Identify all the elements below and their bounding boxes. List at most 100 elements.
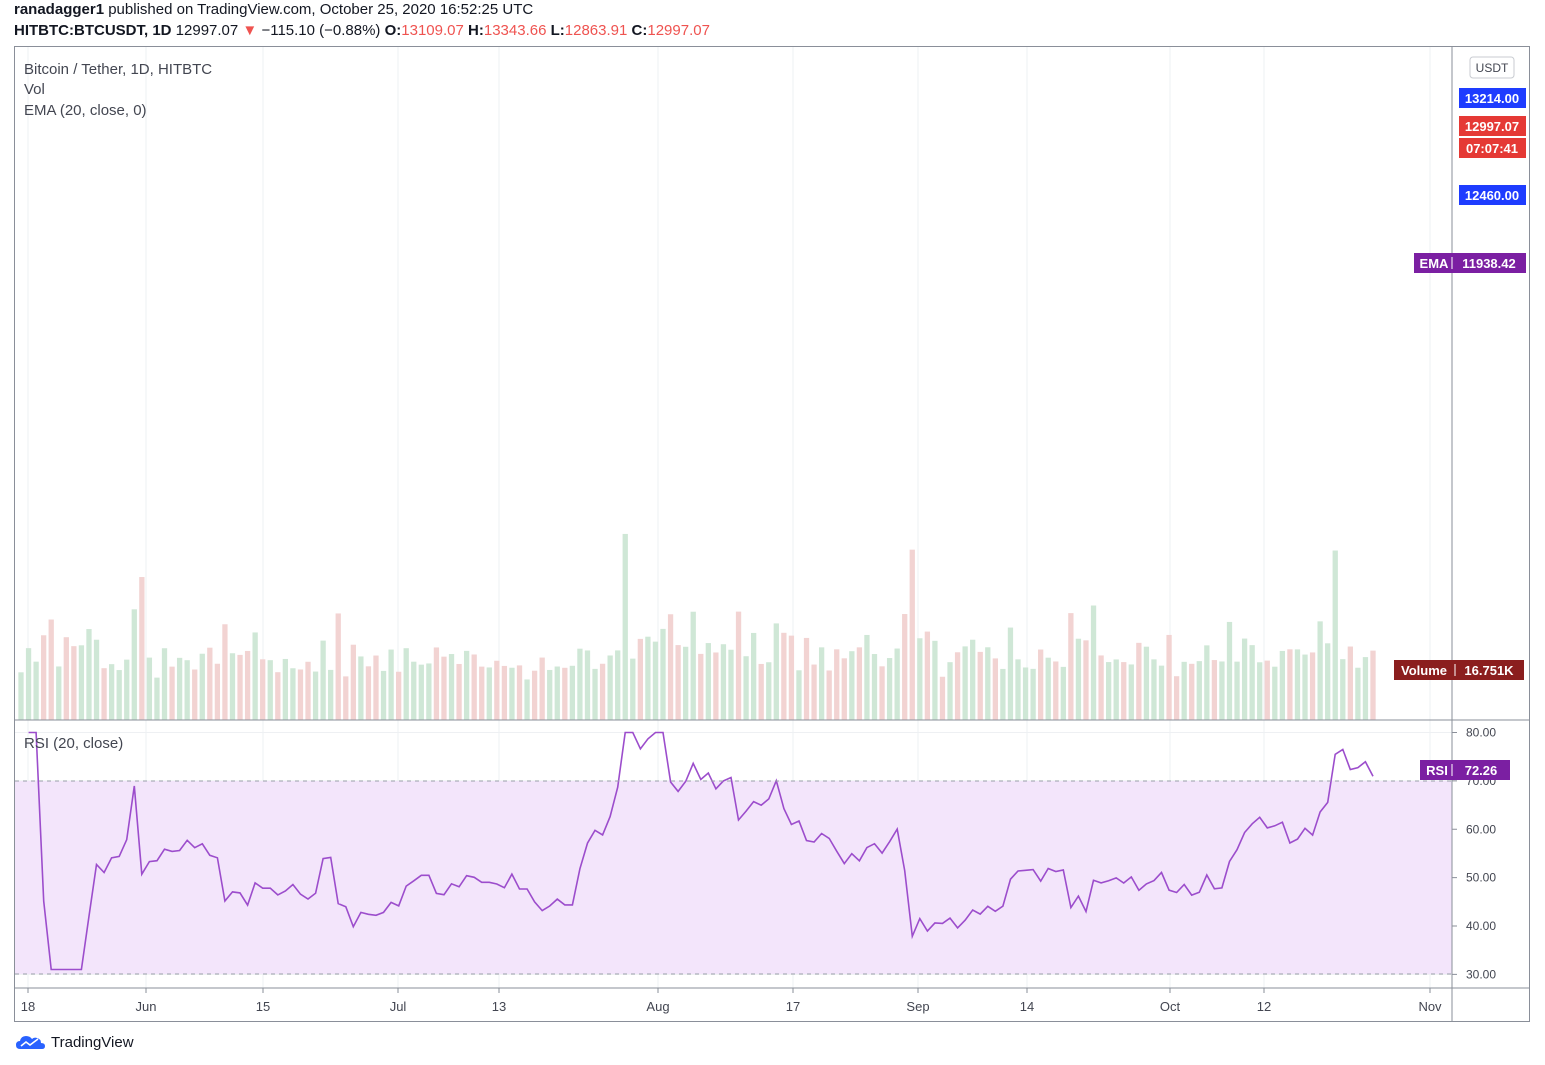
volume-bar: [796, 670, 802, 720]
volume-bar: [977, 651, 983, 720]
volume-bar: [320, 640, 326, 720]
volume-bar: [826, 670, 832, 720]
volume-bar: [471, 654, 477, 720]
volume-bar: [1302, 654, 1308, 720]
volume-bar: [93, 639, 100, 720]
volume-bar: [932, 640, 938, 720]
volume-badge-label: Volume: [1401, 663, 1447, 678]
time-axis-labels: 18 Jun 15 Jul 13 Aug 17 Sep 14 Oct 12 Nov: [21, 988, 1442, 1014]
volume-bar: [1158, 665, 1165, 720]
volume-bar: [652, 641, 659, 720]
volume-bar: [924, 631, 931, 720]
currency-button[interactable]: USDT: [1469, 56, 1515, 79]
volume-bar: [1143, 646, 1150, 720]
volume-bar: [116, 670, 122, 720]
volume-bar: [592, 668, 598, 720]
volume-bar: [328, 669, 334, 720]
rsi-line: [28, 731, 1374, 971]
volume-bar: [516, 665, 523, 720]
volume-bar: [1226, 621, 1233, 720]
volume-bar: [108, 664, 115, 720]
volume-bar: [683, 646, 689, 720]
volume-bar: [1294, 649, 1301, 720]
volume-bar: [849, 651, 855, 720]
volume-bar: [48, 619, 54, 720]
volume-bar: [1279, 650, 1286, 720]
volume-bar: [199, 653, 205, 720]
volume-bar: [1325, 643, 1331, 720]
time-axis-label: Sep: [906, 999, 929, 1014]
volume-bar: [954, 652, 961, 720]
volume-bar: [411, 661, 417, 720]
volume-bar: [18, 672, 24, 720]
volume-bar: [728, 649, 734, 720]
volume-bar: [229, 653, 236, 720]
rsi-axis-label: 50.00: [1466, 871, 1496, 885]
volume-bar: [1362, 657, 1369, 720]
volume-bar: [1309, 652, 1316, 720]
volume-bar: [252, 632, 258, 720]
volume-bar: [486, 667, 492, 720]
volume-bar: [1189, 663, 1195, 720]
volume-bar: [1000, 668, 1006, 720]
rsi-axis-label: 80.00: [1466, 726, 1496, 740]
volume-bar: [260, 659, 266, 720]
volume-bar: [720, 644, 727, 720]
volume-bar: [554, 666, 560, 720]
resistance-badge-text: 13214.00: [1465, 91, 1519, 106]
close-label: C:: [631, 22, 648, 39]
volume-bar: [267, 660, 273, 720]
volume-bar: [902, 614, 908, 720]
down-arrow-icon: ▼: [242, 22, 258, 39]
volume-bar: [456, 663, 462, 720]
volume-bar: [244, 650, 251, 720]
publish-info: ranadagger1 published on TradingView.com…: [14, 1, 533, 18]
volume-bar: [463, 650, 470, 720]
volume-bar: [131, 609, 137, 720]
volume-bar: [350, 644, 356, 720]
volume-bar: [426, 663, 432, 720]
volume-bar: [1347, 646, 1353, 720]
volume-bar: [781, 632, 787, 720]
volume-bar: [207, 647, 213, 720]
volume-bar: [992, 658, 998, 720]
rsi-overbought-band: [15, 781, 1452, 974]
time-axis-label: 13: [492, 999, 506, 1014]
volume-bar: [660, 628, 666, 720]
high-value: 13343.66: [483, 22, 547, 39]
volume-bar: [222, 624, 228, 720]
volume-bar: [1196, 661, 1202, 720]
volume-bar: [864, 634, 870, 720]
volume-bar: [33, 661, 39, 720]
volume-bar: [531, 670, 538, 720]
volume-bar: [146, 657, 153, 720]
volume-bar: [509, 667, 515, 720]
volume-bar: [282, 658, 289, 720]
ema-badge-value: 11938.42: [1462, 256, 1516, 271]
volume-bar: [1332, 550, 1338, 720]
volume-bar: [305, 661, 311, 720]
volume-bar: [562, 667, 568, 720]
volume-bar: [176, 657, 183, 720]
volume-bar: [947, 662, 953, 720]
time-axis-label: 14: [1020, 999, 1034, 1014]
volume-bar: [675, 645, 681, 720]
volume-badge: [1394, 660, 1524, 680]
volume-bar: [479, 666, 485, 720]
volume-bar: [1173, 676, 1180, 720]
volume-bar: [161, 648, 168, 720]
tradingview-logo[interactable]: TradingView: [16, 1033, 134, 1051]
volume-bar: [645, 636, 651, 720]
volume-bar: [71, 646, 77, 720]
support-badge-text: 12460.00: [1465, 188, 1519, 203]
volume-bar: [841, 658, 847, 720]
volume-bar: [214, 663, 221, 720]
rsi-axis-label: 30.00: [1466, 967, 1496, 981]
time-axis-label: 18: [21, 999, 35, 1014]
volume-badge-value: 16.751K: [1464, 663, 1514, 678]
volume-bar: [237, 654, 243, 720]
time-axis-label: Nov: [1418, 999, 1442, 1014]
publisher-username[interactable]: ranadagger1: [14, 1, 105, 18]
